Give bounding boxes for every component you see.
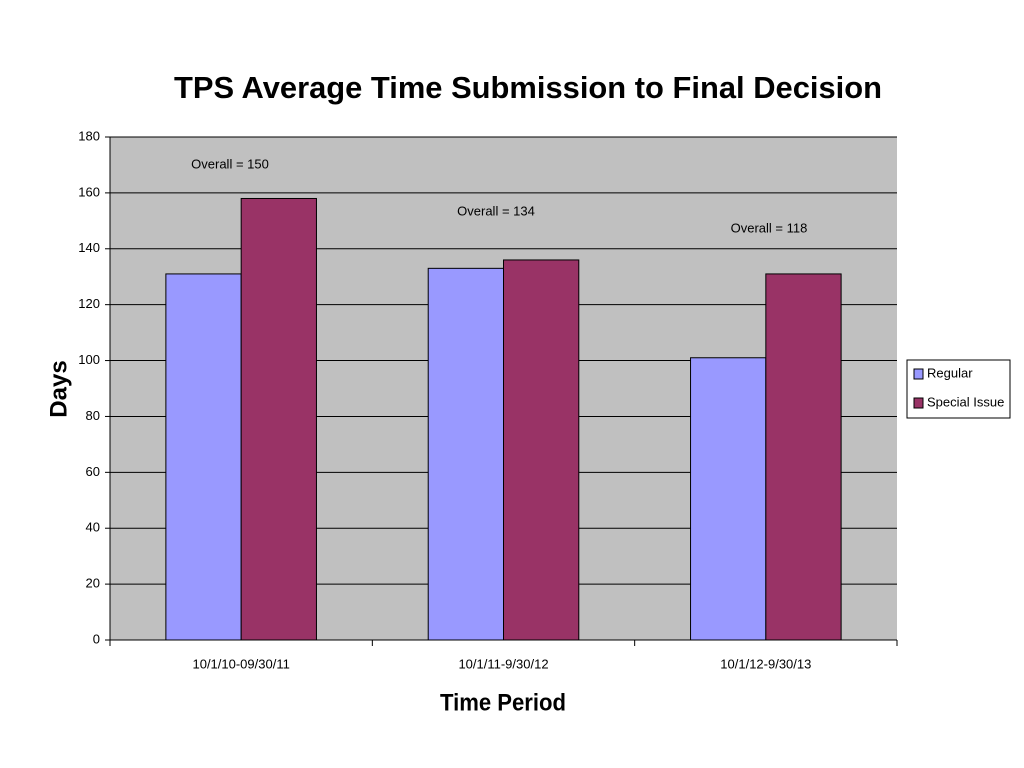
y-tick-label: 120 bbox=[78, 296, 100, 311]
bar bbox=[690, 357, 767, 641]
y-axis-title: Days bbox=[45, 360, 72, 417]
annotation: Overall = 150 bbox=[191, 156, 269, 171]
y-tick-label: 60 bbox=[86, 464, 100, 479]
y-tick-label: 20 bbox=[86, 576, 100, 591]
x-tick-label: 10/1/12-9/30/13 bbox=[720, 656, 811, 671]
legend-box bbox=[906, 359, 1011, 419]
bar bbox=[427, 267, 504, 641]
chart-title: TPS Average Time Submission to Final Dec… bbox=[174, 70, 882, 105]
y-tick-label: 180 bbox=[78, 128, 100, 143]
bar bbox=[240, 197, 317, 641]
y-tick-label: 140 bbox=[78, 240, 100, 255]
legend-label: Regular bbox=[927, 365, 973, 380]
annotation: Overall = 118 bbox=[731, 220, 808, 235]
annotation: Overall = 134 bbox=[457, 203, 535, 218]
y-tick-label: 100 bbox=[78, 352, 100, 367]
y-tick-label: 40 bbox=[86, 520, 100, 535]
legend-swatch bbox=[913, 368, 924, 380]
bar bbox=[765, 273, 842, 641]
y-tick-label: 160 bbox=[78, 184, 100, 199]
x-tick-label: 10/1/11-9/30/12 bbox=[458, 656, 548, 671]
legend-swatch bbox=[913, 397, 924, 409]
bar bbox=[503, 259, 580, 641]
x-axis-title: Time Period bbox=[440, 689, 566, 716]
legend-label: Special Issue bbox=[927, 394, 1004, 409]
y-tick-label: 0 bbox=[93, 631, 100, 646]
y-tick-label: 80 bbox=[86, 408, 100, 423]
x-tick-label: 10/1/10-09/30/11 bbox=[192, 656, 289, 671]
bar bbox=[165, 273, 242, 641]
